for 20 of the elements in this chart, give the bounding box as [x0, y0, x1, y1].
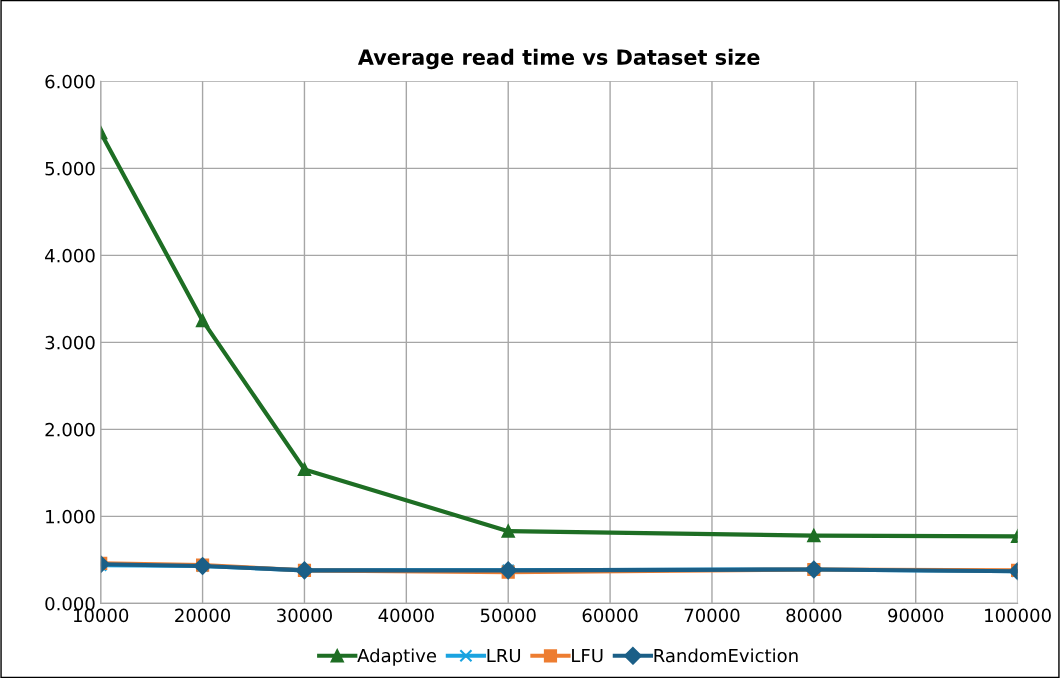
x-tick-label: 100000: [985, 608, 1051, 623]
x-tick-label: 90000: [888, 608, 944, 623]
x-tick-label: 70000: [684, 608, 740, 623]
y-tick-label: 3.000: [45, 335, 95, 350]
chart-title: Average read time vs Dataset size: [357, 48, 760, 70]
y-tick-label: 5.000: [45, 161, 95, 176]
x-tick-label: 40000: [378, 608, 434, 623]
x-tick-label: 60000: [582, 608, 638, 623]
y-tick-label: 1.000: [46, 509, 95, 524]
y-tick-label: 6.000: [45, 74, 95, 89]
legend-label: Adaptive: [357, 648, 437, 666]
x-tick-label: 50000: [480, 608, 536, 623]
legend-label: LFU: [572, 648, 603, 663]
x-tick-label: 20000: [175, 608, 231, 623]
legend-label: RandomEviction: [654, 648, 798, 663]
y-tick-label: 2.000: [45, 422, 95, 437]
x-tick-label: 80000: [786, 608, 842, 623]
legend-label: LRU: [487, 648, 521, 663]
y-tick-label: 4.000: [45, 248, 95, 263]
x-tick-label: 30000: [277, 608, 332, 623]
